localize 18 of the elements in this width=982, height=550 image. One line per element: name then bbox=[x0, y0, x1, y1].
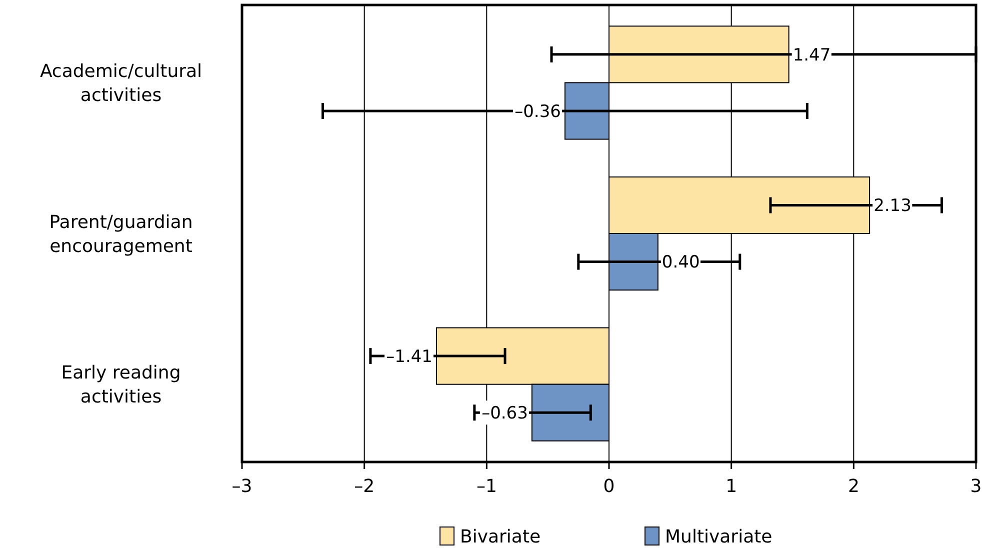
x-tick-label: –2 bbox=[354, 476, 375, 497]
x-tick-label: 2 bbox=[848, 476, 860, 497]
x-tick-label: 1 bbox=[726, 476, 738, 497]
x-tick-label: 3 bbox=[970, 476, 982, 497]
x-tick-label: –3 bbox=[232, 476, 252, 497]
data-label: 1.47 bbox=[792, 45, 831, 66]
x-tick-label: 0 bbox=[603, 476, 615, 497]
data-label: –0.36 bbox=[514, 102, 561, 122]
data-label: –0.63 bbox=[482, 404, 528, 424]
y-tick-label: Parent/guardian encouragement bbox=[49, 212, 193, 257]
x-tick-label: –1 bbox=[476, 476, 497, 497]
legend-label: Bivariate bbox=[460, 526, 541, 548]
y-tick-label: Early reading activities bbox=[61, 362, 181, 408]
legend-label: Multivariate bbox=[665, 526, 772, 548]
data-label: –1.41 bbox=[386, 346, 433, 367]
y-tick-label: Academic/cultural activities bbox=[40, 60, 202, 106]
data-label: 0.40 bbox=[662, 252, 700, 273]
data-label: 2.13 bbox=[874, 196, 912, 216]
